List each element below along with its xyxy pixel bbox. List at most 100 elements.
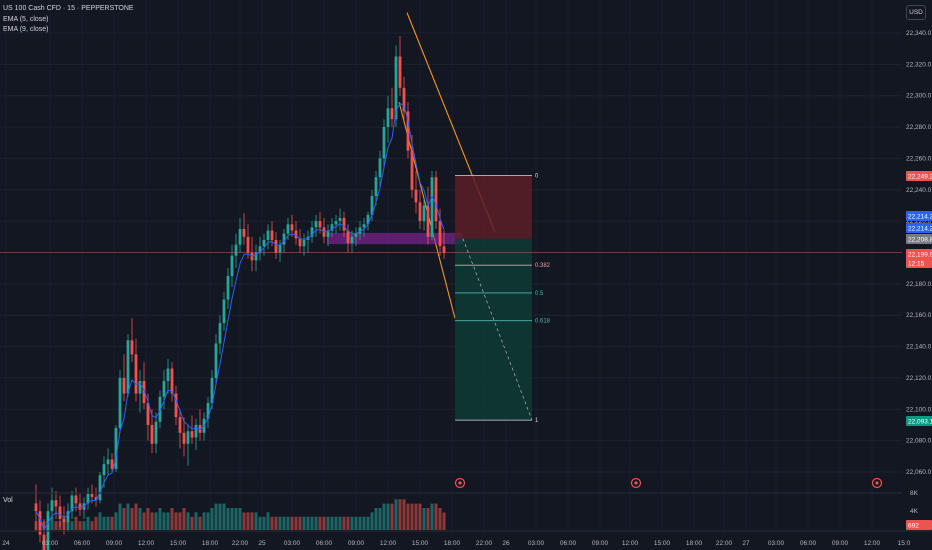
volume-bar (294, 516, 298, 530)
candle-body (162, 381, 166, 397)
time-axis[interactable]: 24 03:00 06:00 09:00 12:00 15:00 18:00 22:00 25 0… (0, 492, 932, 547)
volume-bar (226, 508, 230, 530)
candle-body (394, 56, 398, 120)
volume-bar (110, 516, 114, 530)
candle-body (118, 377, 122, 429)
volume-bar (106, 516, 110, 530)
candle-body (254, 252, 258, 261)
time-tick-label: 06:00 (316, 540, 333, 547)
time-tick-label: 22:00 (716, 540, 733, 547)
volume-bar (354, 516, 358, 530)
ema-fast-label[interactable]: EMA (5, close) (3, 15, 49, 23)
volume-bar (206, 512, 210, 530)
candle-body (402, 87, 406, 112)
time-tick-label: 03:00 (768, 540, 785, 547)
candle-body (34, 503, 38, 512)
candle-body (398, 56, 402, 88)
volume-bar (178, 512, 182, 530)
candle-body (438, 221, 442, 247)
volume-bar (222, 503, 226, 530)
grid-lines (0, 32, 902, 473)
volume-bar (198, 516, 202, 530)
volume-label: Vol (3, 497, 13, 504)
time-tick-label: 26 (502, 540, 510, 547)
volume-bar (122, 508, 126, 530)
volume-bar (426, 508, 430, 530)
volume-bar (390, 503, 394, 530)
candle-body (274, 239, 278, 253)
volume-bar (334, 516, 338, 530)
candle-body (70, 495, 74, 512)
candle-body (246, 236, 250, 253)
volume-bar (314, 516, 318, 530)
volume-bar (330, 516, 334, 530)
price-tick-label: 22,280.0 (906, 124, 932, 131)
volume-tick-label: 4K (910, 508, 919, 515)
price-axis-bg (902, 0, 932, 550)
volume-bar (422, 508, 426, 530)
volume-bar (406, 503, 410, 530)
candle-body (86, 493, 90, 504)
volume-bar (414, 503, 418, 530)
candle-body (186, 431, 190, 444)
candle-body (234, 244, 238, 256)
volume-bar (270, 516, 274, 530)
candle-body (346, 230, 350, 244)
price-tick-label: 22,160.0 (906, 312, 932, 319)
price-tag-bg (906, 223, 932, 233)
volume-bar (210, 508, 214, 530)
economic-event-icon (630, 477, 642, 489)
price-axis[interactable]: 22,340.0 22,320.0 22,300.0 22,280.0 22,260.0… (902, 0, 932, 550)
volume-bar (362, 516, 366, 530)
candle-body (54, 500, 58, 507)
candle-body (358, 227, 362, 234)
candle-body (338, 218, 342, 222)
price-tag-bg (906, 171, 932, 181)
price-tick-label: 22,060.0 (906, 469, 932, 476)
candle-body (342, 218, 346, 231)
volume-bar (126, 503, 130, 530)
time-tick-label: 18:00 (202, 540, 219, 547)
time-tick-label: 09:00 (106, 540, 123, 547)
candle-body (166, 368, 170, 382)
time-tick-label: 15:00 (412, 540, 429, 547)
candle-body (114, 428, 118, 469)
volume-bar (378, 508, 382, 530)
candle-body (430, 177, 434, 237)
price-tag-countdown: 12:15 (906, 258, 932, 268)
time-tick-label: 15:0 (898, 540, 911, 547)
volume-bar (50, 516, 54, 530)
candle-body (290, 224, 294, 231)
candle-body (134, 354, 138, 394)
price-tag-last: 22,199.9 (906, 249, 932, 259)
volume-bar (382, 503, 386, 530)
volume-bar (358, 516, 362, 530)
candle-body (362, 224, 366, 228)
price-tag-bg (906, 520, 932, 530)
price-tag-bg (906, 416, 932, 426)
price-tag-text: 22,093.1 (908, 419, 932, 426)
volume-bar (102, 516, 106, 530)
price-tick-label: 22,240.0 (906, 187, 932, 194)
currency-button[interactable]: USD (906, 5, 926, 20)
candle-body (278, 244, 282, 253)
event-dot (875, 481, 879, 485)
ema-slow-label[interactable]: EMA (9, close) (3, 26, 49, 33)
candle-body (294, 230, 298, 239)
economic-event-icon (454, 477, 466, 489)
event-dot (634, 481, 638, 485)
candle-body (102, 464, 106, 476)
symbol-title[interactable]: US 100 Cash CFD · 15 · PEPPERSTONE (3, 5, 134, 12)
price-tag-text: 12:15 (908, 261, 925, 268)
candle-body (386, 108, 390, 128)
volume-bar (394, 499, 398, 530)
volume-bar (398, 499, 402, 530)
price-tag-text: 22,214.2 (908, 226, 932, 233)
volume-bar (74, 516, 78, 530)
candle-body (210, 377, 214, 404)
volume-bar (138, 508, 142, 530)
fib-level-label: 0.5 (535, 291, 544, 297)
volume-bar (242, 512, 246, 530)
time-tick-label: 22:00 (232, 540, 249, 547)
